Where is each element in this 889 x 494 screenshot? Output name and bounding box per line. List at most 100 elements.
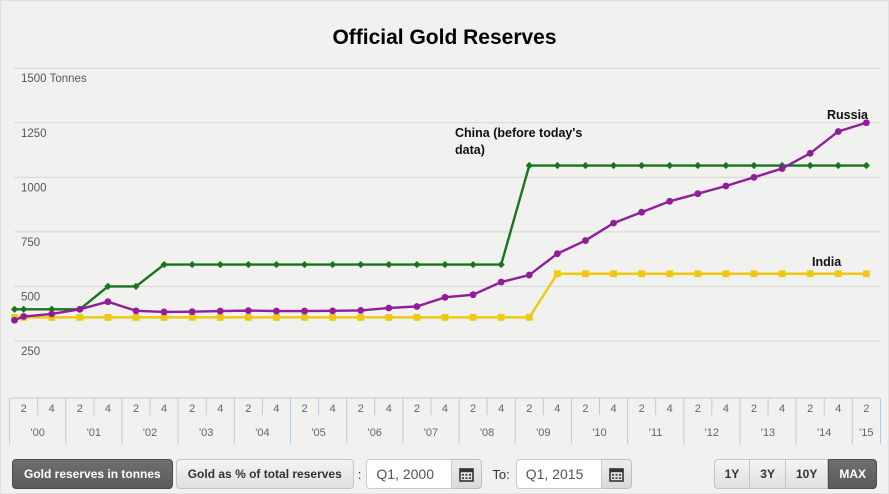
marker — [862, 270, 870, 278]
marker — [20, 305, 28, 313]
marker — [582, 237, 589, 244]
x-year-label: '13 — [761, 427, 775, 439]
from-calendar-button[interactable] — [452, 459, 483, 489]
x-quarter-label: 4 — [498, 403, 504, 415]
marker — [104, 298, 112, 306]
marker — [76, 313, 84, 321]
marker — [806, 161, 814, 170]
x-quarter-label: 4 — [330, 403, 336, 415]
x-quarter-label: 4 — [49, 403, 55, 415]
x-year-label: '15 — [859, 427, 873, 439]
marker — [160, 308, 168, 316]
to-calendar-button[interactable] — [601, 459, 632, 489]
x-quarter-label: 2 — [639, 403, 645, 415]
to-date-input[interactable] — [515, 459, 602, 489]
x-year-label: '06 — [368, 427, 382, 439]
marker — [329, 313, 337, 321]
marker — [160, 260, 168, 269]
from-date-input[interactable] — [366, 459, 453, 489]
marker — [553, 250, 561, 258]
range-10y-button[interactable]: 10Y — [785, 459, 829, 489]
marker — [188, 260, 196, 269]
calendar-icon — [608, 467, 624, 482]
to-label: To: — [492, 466, 510, 482]
x-year-label: '09 — [536, 427, 550, 439]
y-tick-label: 1500 Tonnes — [21, 73, 87, 85]
x-quarter-label: 2 — [358, 403, 364, 415]
marker — [357, 260, 365, 269]
marker — [806, 270, 814, 278]
series-toggle-group: Gold reserves in tonnes Gold as % of tot… — [12, 459, 354, 489]
series-line-russia — [14, 121, 867, 322]
x-quarter-label: 2 — [695, 403, 701, 415]
from-date-group — [366, 459, 483, 489]
y-tick-label: 1250 — [21, 128, 47, 140]
marker — [778, 270, 786, 278]
marker — [385, 313, 393, 321]
chart-canvas[interactable]: 1500 Tonnes 1250 1000 750 500 250 2 4 '00 2 4 '01 2 4… — [0, 0, 889, 457]
x-quarter-label: 4 — [835, 403, 841, 415]
marker — [638, 161, 646, 170]
marker — [244, 313, 252, 321]
x-quarter-label: 2 — [470, 403, 476, 415]
marker — [48, 313, 56, 321]
marker — [694, 270, 702, 278]
marker — [216, 260, 224, 269]
marker — [610, 270, 617, 278]
marker — [385, 260, 393, 269]
marker — [750, 270, 758, 278]
x-quarter-label: 2 — [414, 403, 420, 415]
marker — [357, 313, 365, 321]
y-tick-label: 250 — [21, 346, 40, 358]
chart-svg: 1500 Tonnes 1250 1000 750 500 250 2 4 '00 2 4 '01 2 4… — [9, 67, 881, 444]
x-quarter-label: 4 — [554, 403, 560, 415]
annotation-china: data) — [455, 143, 485, 157]
marker — [160, 313, 168, 321]
marker — [722, 270, 730, 278]
range-max-button[interactable]: MAX — [828, 459, 877, 489]
marker — [273, 313, 280, 321]
marker — [497, 313, 505, 321]
marker — [244, 307, 252, 315]
marker — [862, 161, 870, 170]
series-line-india — [14, 272, 867, 319]
marker — [666, 161, 674, 170]
marker — [525, 271, 533, 279]
calendar-icon — [459, 467, 475, 482]
marker — [329, 260, 337, 269]
marker — [300, 260, 309, 269]
marker — [525, 161, 533, 170]
marker — [497, 260, 505, 269]
percent-toggle-button[interactable]: Gold as % of total reserves — [175, 459, 354, 489]
x-year-label: '01 — [87, 427, 101, 439]
marker — [553, 270, 561, 278]
marker — [132, 307, 140, 315]
to-date-group — [515, 459, 632, 489]
x-quarter-label: 2 — [863, 403, 869, 415]
x-year-label: '05 — [311, 427, 325, 439]
marker — [666, 197, 674, 205]
marker — [329, 307, 337, 315]
range-1y-button[interactable]: 1Y — [713, 459, 751, 489]
y-tick-label: 1000 — [21, 182, 47, 194]
x-year-label: '00 — [31, 427, 45, 439]
x-quarter-label: 4 — [442, 403, 448, 415]
y-tick-label: 750 — [21, 237, 40, 249]
tonnes-toggle-button[interactable]: Gold reserves in tonnes — [12, 459, 173, 489]
annotation-china: China (before today's — [455, 126, 582, 140]
x-year-label: '04 — [255, 427, 269, 439]
series-line-china — [14, 164, 867, 311]
marker — [413, 313, 421, 321]
x-quarter-label: 4 — [610, 403, 616, 415]
x-quarter-label: 2 — [751, 403, 757, 415]
x-quarter-label: 2 — [807, 403, 813, 415]
x-quarter-label: 2 — [189, 403, 195, 415]
range-3y-button[interactable]: 3Y — [750, 459, 786, 489]
marker — [441, 260, 449, 269]
marker — [413, 303, 421, 310]
x-year-label: '03 — [199, 427, 213, 439]
x-year-label: '02 — [143, 427, 157, 439]
marker — [20, 313, 28, 320]
marker — [722, 182, 730, 190]
